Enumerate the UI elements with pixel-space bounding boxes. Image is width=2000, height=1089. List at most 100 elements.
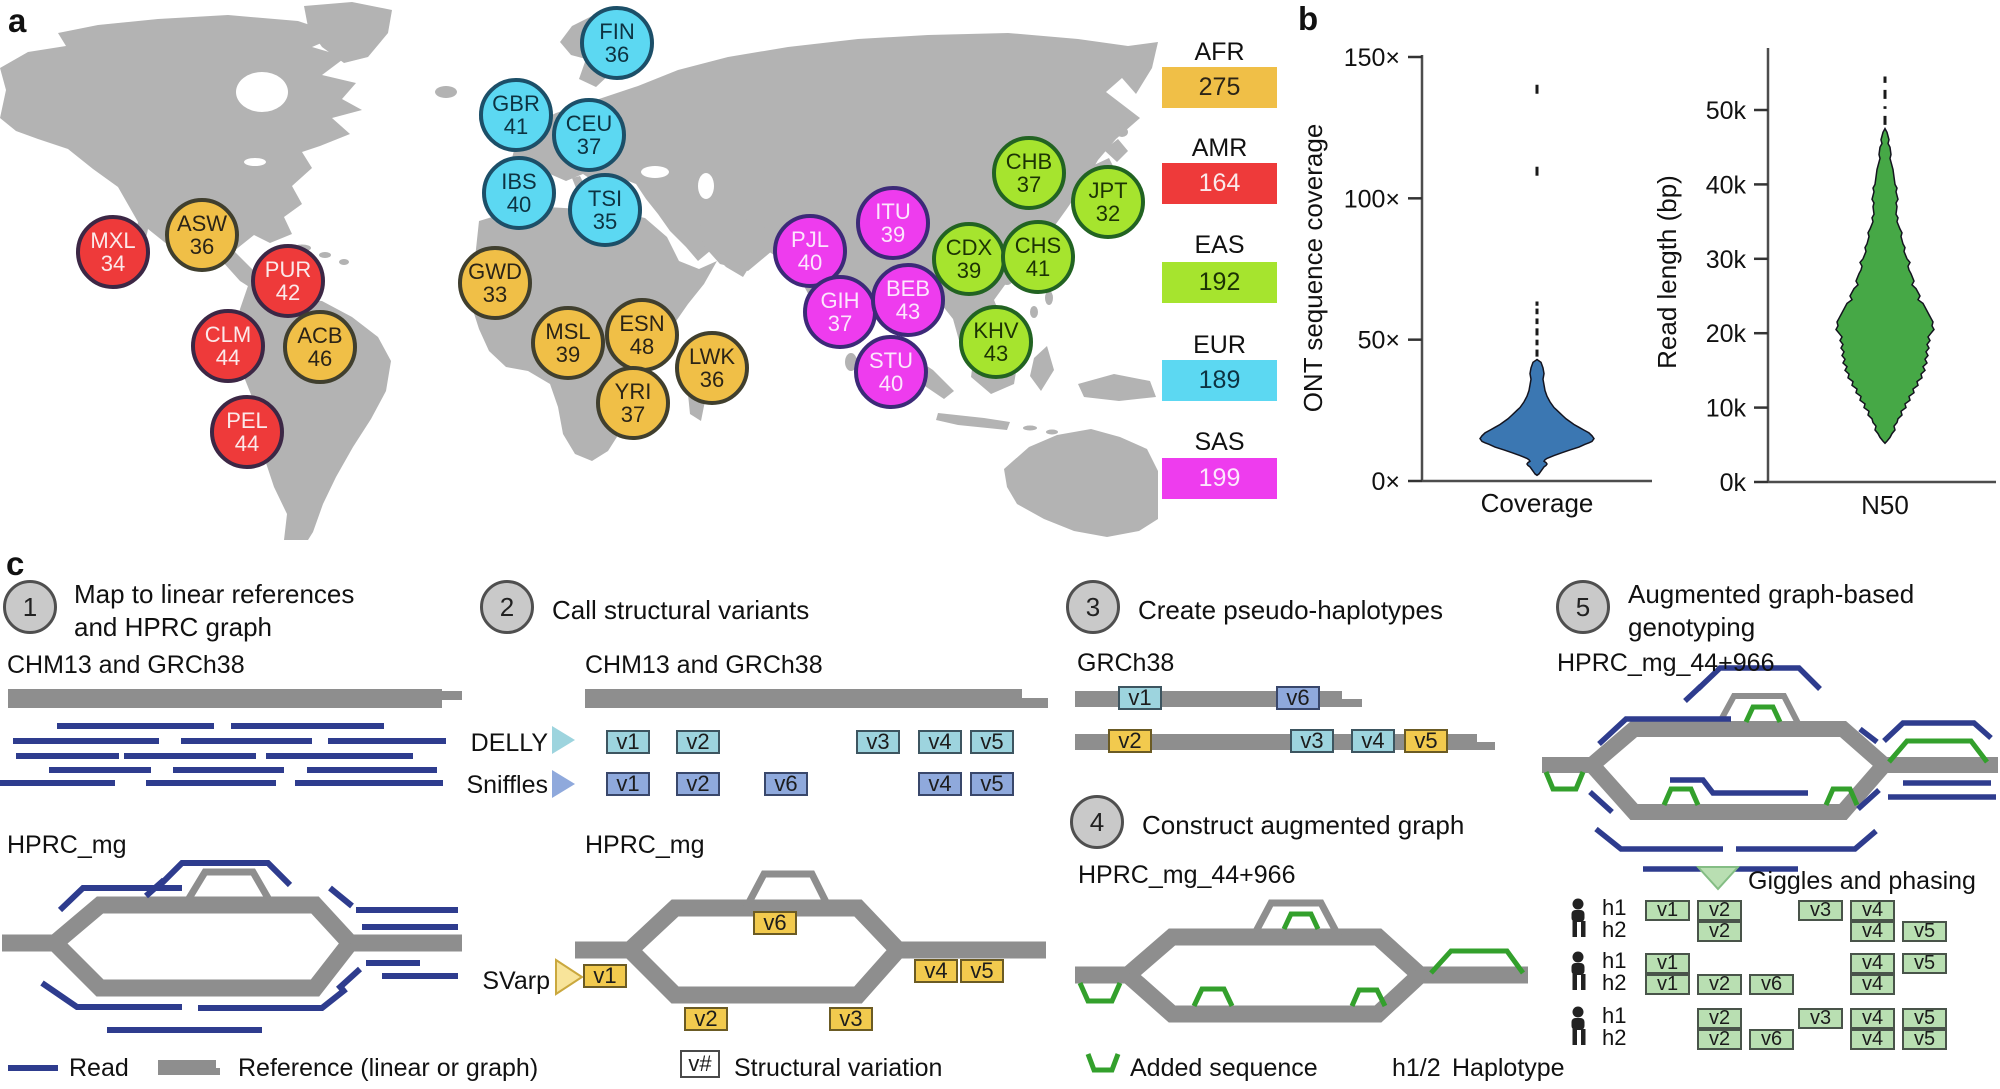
step-1-title-line2: and HPRC graph [74,612,272,642]
genotype-box-v2: v2 [1697,1028,1742,1050]
legend-code-sas: SAS [1194,428,1245,456]
iceland [435,86,457,98]
population-circle-esn: ESN 48 [605,298,679,372]
added-sequence [1281,911,1321,931]
population-code: CDX [945,235,993,260]
violin-n50: 0k 10k 20k 30k 40k 50k Read length (bp) N50 [1652,48,1996,520]
genotype-box-v4: v4 [1850,952,1895,974]
caribbean-island [319,252,331,258]
population-count: 39 [956,258,982,283]
added-sequence [1543,771,1586,792]
label-augmented-graph-1: HPRC_mg_44+966 [1078,861,1296,889]
variant-box-v2: v2 [684,1006,728,1031]
population-count: 36 [699,367,725,392]
population-code: PJL [791,227,829,252]
added-sequence [1191,986,1235,1008]
svarp-arrow-icon [555,958,584,996]
genotype-box-v5: v5 [1902,1007,1947,1029]
variant-box-v6: v6 [764,771,808,796]
read [1882,720,1993,743]
philippines [1030,306,1038,318]
variant-box-v2: v2 [1108,728,1152,753]
population-circle-ibs: IBS 40 [482,156,556,230]
population-code: CLM [204,322,252,347]
step-3-title: Create pseudo-haplotypes [1138,594,1443,627]
population-code: GBR [492,91,540,116]
step-3-number: 3 [1085,591,1101,622]
workflow-art [0,665,1998,1075]
step-5-title: Augmented graph-based genotyping [1628,578,1914,644]
step-2-badge: 2 [480,580,534,634]
japan [1104,139,1128,162]
population-code: LWK [688,344,736,369]
variant-box-v1: v1 [606,729,650,754]
genotype-box-v1: v1 [1645,899,1690,921]
sunda-island [1023,425,1037,431]
step-1-badge: 1 [3,580,57,634]
reference-graph [1542,721,1998,773]
population-circle-cdx: CDX 39 [932,222,1006,296]
panel-c-label: c [6,545,25,582]
genotype-box-v4: v4 [1850,920,1895,942]
read [335,966,363,992]
population-circle-lwk: LWK 36 [675,331,749,405]
read [1594,826,1723,852]
tick-label: 50× [1358,327,1400,355]
genotype-box-v5: v5 [1902,952,1947,974]
read [57,885,182,913]
population-count: 43 [895,299,921,324]
variant-box-v1: v1 [583,963,627,988]
population-code: KHV [973,318,1019,343]
genotype-box-v3: v3 [1798,899,1843,921]
legend-count-afr: 275 [1162,67,1277,108]
population-circle-chb: CHB 37 [992,136,1066,210]
reference-graph [575,899,1046,959]
reference-bar [442,691,462,700]
population-circle-mxl: MXL 34 [76,215,150,289]
read [1597,716,1731,747]
read [157,860,293,888]
variant-box-v3: v3 [1290,728,1334,753]
variant-box-v5: v5 [970,729,1014,754]
genotype-box-v3: v3 [1798,1007,1843,1029]
x-axis-label: Coverage [1481,488,1594,518]
step-4-title: Construct augmented graph [1142,809,1464,842]
reference-graph [742,870,833,910]
population-count: 34 [100,251,126,276]
population-count: 39 [880,222,906,247]
population-code: ESN [619,311,665,336]
greenland [304,2,392,63]
population-circle-jpt: JPT 32 [1071,165,1145,239]
variant-box-v4: v4 [1351,728,1395,753]
reference-swatch [158,1060,216,1075]
black-sea [641,166,669,178]
reference-graph [1122,968,1426,1023]
genotype-box-v2: v2 [1697,973,1742,995]
reference-swatch [204,1068,220,1075]
label-linear-ref-1: CHM13 and GRCh38 [7,651,245,679]
read [328,885,354,909]
population-circle-ceu: CEU 37 [552,98,626,172]
label-sniffles: Sniffles [466,771,548,799]
tick-label: 150× [1344,44,1400,72]
reference-graph [1075,928,1528,984]
population-circle-pjl: PJL 40 [773,214,847,288]
arabia [700,214,772,271]
x-axis-label: N50 [1861,490,1909,520]
read [1670,777,1808,796]
violin-shape [1479,358,1595,477]
water-cutouts [236,72,714,199]
population-count: 36 [604,42,630,67]
population-circle-pur: PUR 42 [251,244,325,318]
population-code: ASW [176,211,228,236]
population-count: 36 [189,234,215,259]
read [1683,683,1703,704]
label-svarp: SVarp [482,967,550,995]
legend-count-eas: 192 [1162,262,1277,303]
legend-hap-label: Haplotype [1452,1054,1565,1082]
read [1588,789,1614,815]
variant-box-v3: v3 [856,729,900,754]
y-axis-label: ONT sequence coverage [1298,124,1328,413]
population-code: PEL [226,408,268,433]
population-circle-gbr: GBR 41 [479,78,553,152]
